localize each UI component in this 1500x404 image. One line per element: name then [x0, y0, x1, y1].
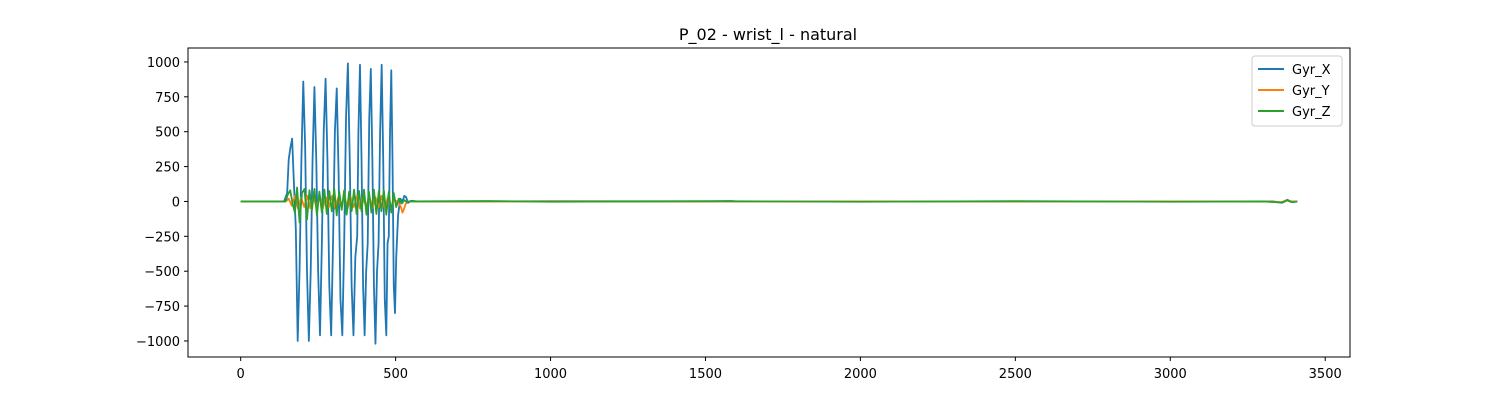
y-tick-label: −750	[144, 300, 180, 315]
y-tick-label: −500	[144, 265, 180, 280]
axes-frame	[187, 47, 1351, 358]
y-tick-label: −1000	[136, 335, 180, 350]
x-tick-label: 3500	[1309, 367, 1342, 382]
legend-label: Gyr_X	[1292, 63, 1331, 78]
series-group	[240, 62, 1298, 345]
legend-label: Gyr_Z	[1292, 105, 1331, 120]
legend-label: Gyr_Y	[1292, 84, 1330, 99]
x-tick-label: 0	[237, 367, 245, 382]
x-tick-label: 1000	[534, 367, 567, 382]
plot-area	[240, 62, 1298, 345]
chart-title: P_02 - wrist_l - natural	[679, 25, 857, 45]
series-line-gyr-z	[240, 186, 1298, 224]
x-tick-label: 2000	[844, 367, 877, 382]
y-tick-label: 250	[155, 161, 180, 176]
y-tick-label: 0	[172, 195, 180, 210]
y-tick-label: 1000	[147, 56, 180, 71]
x-tick-label: 2500	[999, 367, 1032, 382]
x-tick-label: 3000	[1154, 367, 1187, 382]
legend-box	[1251, 55, 1343, 127]
y-tick-label: −250	[144, 230, 180, 245]
axes: 0 500 1000 1500 2000 2500 3000 3500100075050025…	[136, 47, 1351, 382]
legend: Gyr_X Gyr_Y Gyr_Z	[1251, 55, 1343, 127]
x-tick-label: 500	[383, 367, 408, 382]
y-tick-label: 750	[155, 91, 180, 106]
y-tick-label: 500	[155, 126, 180, 141]
x-tick-label: 1500	[689, 367, 722, 382]
